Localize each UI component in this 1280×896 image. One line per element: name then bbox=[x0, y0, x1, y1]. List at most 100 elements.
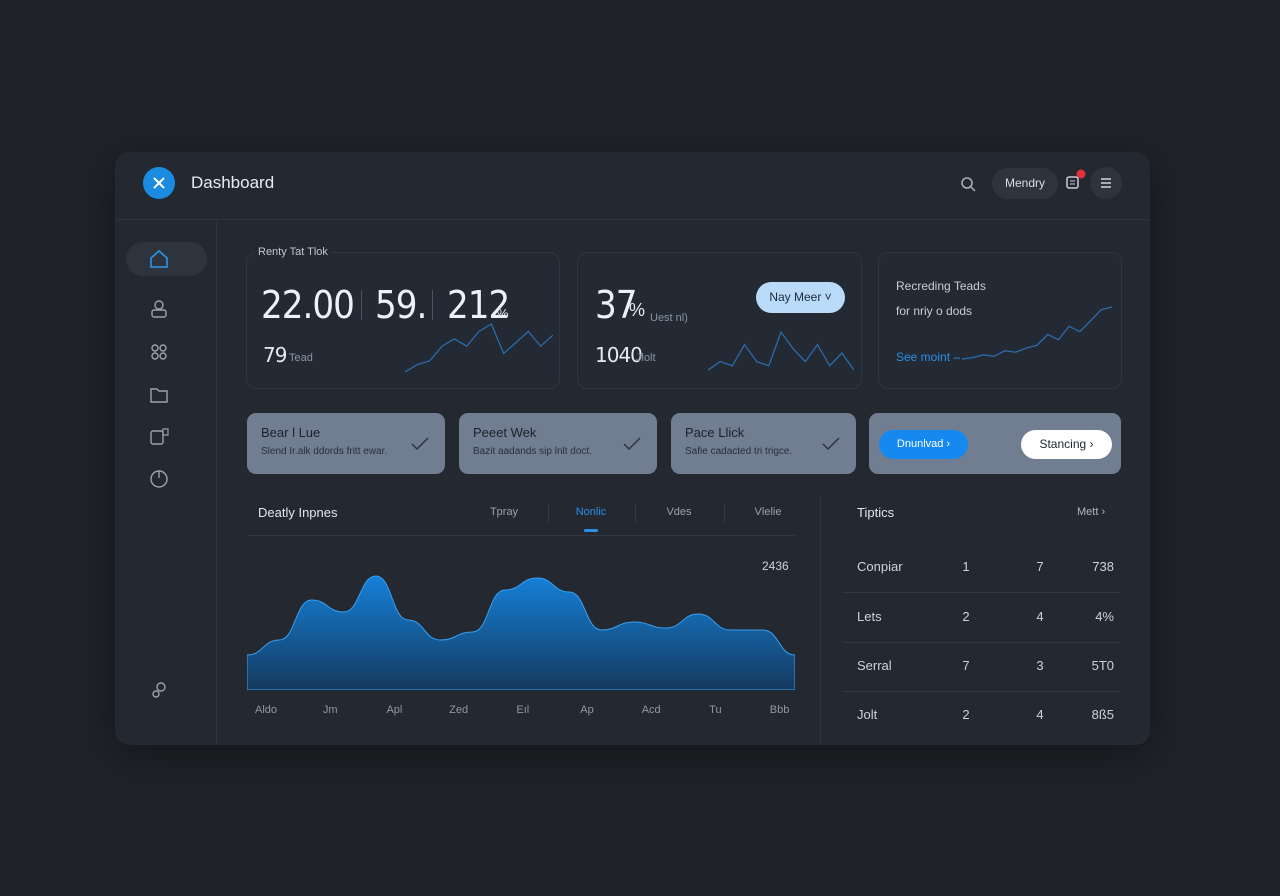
search-icon[interactable] bbox=[959, 175, 977, 193]
sparkline-chart bbox=[962, 306, 1112, 360]
link-label: Mett bbox=[1077, 506, 1099, 518]
task-card[interactable] bbox=[247, 413, 445, 474]
check bbox=[411, 437, 429, 451]
button-label: Dnunlvad bbox=[896, 438, 944, 450]
x-label: Bbb bbox=[769, 704, 790, 716]
separator bbox=[432, 290, 433, 320]
divider bbox=[820, 495, 821, 745]
button-label: Nay Meer bbox=[769, 290, 822, 304]
notification-icon[interactable] bbox=[1063, 168, 1089, 194]
sparkline bbox=[962, 306, 1112, 360]
table-cell: 5T0 bbox=[1091, 658, 1114, 673]
tab[interactable]: Vlelie bbox=[754, 506, 782, 518]
button-label: Stancing bbox=[1039, 437, 1087, 451]
stat-note: Uest nl) bbox=[650, 312, 688, 324]
action-button[interactable]: Stancing › bbox=[1021, 430, 1112, 459]
nav-calendar[interactable] bbox=[146, 423, 172, 449]
separator bbox=[361, 290, 362, 320]
task-title: Pace Llick bbox=[685, 425, 745, 440]
stat-value: 37 bbox=[595, 283, 637, 327]
stat-card bbox=[577, 252, 862, 389]
table-cell: Conpiar bbox=[857, 559, 903, 574]
logo[interactable] bbox=[143, 167, 175, 199]
chart-annotation: 2436 bbox=[762, 559, 789, 573]
table-cell: 738 bbox=[1092, 559, 1114, 574]
task-title: Bear l Lue bbox=[261, 425, 321, 440]
tab[interactable]: Vdes bbox=[666, 506, 692, 518]
x-label: Acd bbox=[641, 704, 661, 716]
row-divider bbox=[843, 642, 1121, 643]
x-label: Eıl bbox=[516, 704, 530, 716]
sub-value: 1040 bbox=[595, 343, 643, 367]
sparkline-chart bbox=[708, 330, 854, 371]
stat-unit: % bbox=[497, 306, 509, 321]
table-cell: 2 bbox=[962, 609, 970, 624]
stat-unit: % bbox=[629, 300, 646, 320]
table-link[interactable]: Mett › bbox=[1077, 506, 1106, 518]
x-label: Zed bbox=[449, 704, 469, 716]
section-title: Deatly Inpnes bbox=[258, 505, 338, 520]
sparkline bbox=[405, 323, 553, 373]
table-cell: Jolt bbox=[857, 707, 878, 722]
nav-user[interactable] bbox=[146, 296, 172, 322]
table-cell: 4 bbox=[1036, 707, 1044, 722]
divider bbox=[216, 220, 217, 745]
task-card[interactable] bbox=[671, 413, 856, 474]
check-icon bbox=[822, 437, 840, 451]
logo-icon bbox=[153, 177, 165, 189]
tab[interactable]: Tpray bbox=[489, 506, 519, 518]
card-text: for nriy o dods bbox=[896, 304, 973, 318]
menu-icon bbox=[1101, 178, 1111, 188]
divider bbox=[547, 504, 549, 522]
action-button[interactable]: Dnunlvad › bbox=[879, 430, 968, 459]
table-cell: 2 bbox=[962, 707, 970, 722]
stat-card bbox=[246, 252, 560, 389]
card-link[interactable]: See moint – bbox=[896, 350, 961, 364]
sub-label: Jlolt bbox=[636, 352, 656, 364]
table-cell: Lets bbox=[857, 609, 882, 624]
nav-folder[interactable] bbox=[146, 381, 172, 407]
task-title: Peeet Wek bbox=[473, 425, 537, 440]
card-button[interactable]: Nay Meer ˅ bbox=[756, 282, 845, 313]
table-cell: 7 bbox=[962, 658, 970, 673]
nav-power[interactable] bbox=[146, 466, 172, 492]
table-cell: 7 bbox=[1036, 559, 1044, 574]
section-title: Tiptics bbox=[857, 505, 895, 520]
nav-settings[interactable] bbox=[146, 677, 172, 703]
divider bbox=[635, 504, 636, 522]
stat-value: 22.00 bbox=[261, 283, 355, 327]
title: Dashboard bbox=[191, 173, 275, 192]
card-label: Renty Tat Tlok bbox=[255, 246, 331, 258]
sparkline-chart bbox=[405, 323, 553, 373]
x-label: Tu bbox=[709, 704, 722, 716]
divider bbox=[115, 219, 1150, 220]
link-label: See moint bbox=[896, 350, 951, 364]
table-cell: 4 bbox=[1036, 609, 1044, 624]
stat-value: 59. bbox=[375, 283, 427, 327]
x-label: Apl bbox=[386, 704, 403, 716]
tab[interactable]: Nonlic bbox=[575, 506, 607, 518]
check-icon bbox=[623, 437, 641, 451]
check bbox=[623, 437, 641, 451]
sub-value: 79 bbox=[263, 343, 287, 367]
check bbox=[822, 437, 840, 451]
card-text: Recreding Teads bbox=[896, 279, 986, 293]
table-cell: 1 bbox=[962, 559, 970, 574]
row-divider bbox=[843, 592, 1121, 593]
nav-apps[interactable] bbox=[146, 339, 172, 365]
task-card[interactable] bbox=[459, 413, 657, 474]
row-divider bbox=[843, 691, 1121, 692]
menu-button[interactable] bbox=[1090, 167, 1122, 199]
area bbox=[247, 575, 795, 690]
task-text: Safie cadacted tri trigce. bbox=[685, 446, 793, 457]
nav-home[interactable] bbox=[146, 246, 172, 272]
table-cell: 4% bbox=[1095, 609, 1114, 624]
stat-card bbox=[878, 252, 1122, 389]
user-pill[interactable]: Mendry bbox=[992, 168, 1058, 199]
tab-indicator bbox=[584, 529, 598, 532]
x-label: Aldo bbox=[254, 704, 278, 716]
table-cell: 8ß5 bbox=[1091, 707, 1114, 722]
x-label: Jm bbox=[322, 704, 338, 716]
area-chart bbox=[247, 575, 795, 690]
